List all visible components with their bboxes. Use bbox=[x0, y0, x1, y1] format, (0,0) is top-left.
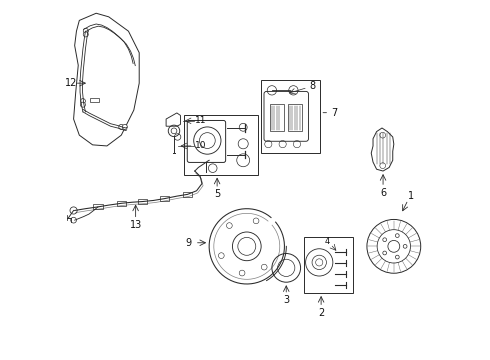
Bar bbox=[261, 80, 320, 153]
Bar bbox=[160, 196, 169, 201]
Circle shape bbox=[83, 28, 88, 33]
Bar bbox=[117, 201, 126, 206]
Circle shape bbox=[80, 99, 85, 104]
Text: 8: 8 bbox=[309, 81, 316, 91]
Bar bbox=[93, 204, 102, 210]
Text: 2: 2 bbox=[318, 308, 324, 318]
Bar bbox=[90, 98, 99, 102]
Bar bbox=[304, 237, 353, 293]
Text: 6: 6 bbox=[380, 188, 386, 198]
Text: 12: 12 bbox=[65, 78, 77, 88]
Circle shape bbox=[83, 32, 88, 37]
Text: 11: 11 bbox=[195, 116, 207, 125]
Text: 4: 4 bbox=[325, 237, 330, 246]
Bar bbox=[288, 104, 302, 131]
Bar bbox=[270, 104, 285, 131]
Text: 13: 13 bbox=[130, 220, 143, 230]
Circle shape bbox=[80, 102, 85, 107]
Circle shape bbox=[122, 125, 127, 130]
Circle shape bbox=[119, 125, 124, 130]
Text: 3: 3 bbox=[283, 295, 289, 305]
Bar bbox=[138, 199, 147, 204]
Bar bbox=[184, 116, 258, 175]
Bar bbox=[183, 192, 192, 197]
Text: 10: 10 bbox=[195, 141, 207, 150]
Text: 9: 9 bbox=[186, 238, 192, 248]
Text: 5: 5 bbox=[214, 189, 220, 199]
Text: 7: 7 bbox=[331, 108, 337, 118]
Text: 1: 1 bbox=[408, 191, 414, 201]
